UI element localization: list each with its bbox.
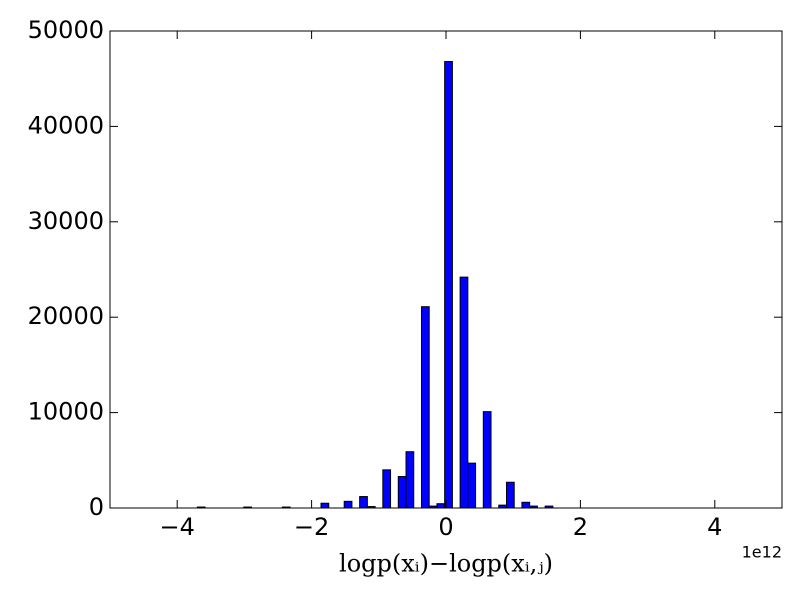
x-tick-label: 4: [707, 513, 722, 541]
bar: [320, 502, 330, 509]
y-tick-label: 10000: [28, 398, 104, 426]
y-tick-label: 30000: [28, 207, 104, 235]
y-tick-label: 0: [89, 493, 104, 521]
bar: [405, 451, 415, 509]
bar: [467, 462, 477, 509]
x-tick-label: −4: [160, 513, 195, 541]
x-tick-label: 2: [573, 513, 588, 541]
bar: [359, 496, 368, 509]
bar: [420, 306, 430, 509]
x-offset-label: 1e12: [742, 543, 782, 562]
y-tick-label: 40000: [28, 111, 104, 139]
bar: [436, 503, 446, 509]
bar: [521, 501, 531, 509]
y-tick-label: 50000: [28, 16, 104, 44]
x-tick-label: −2: [294, 513, 329, 541]
bar: [444, 61, 453, 509]
bar: [459, 276, 469, 509]
bar: [343, 500, 353, 509]
bar: [482, 411, 492, 509]
x-axis-label: logp(xᵢ)−logp(xᵢ,ⱼ): [339, 550, 553, 578]
y-tick-label: 20000: [28, 302, 104, 330]
bar: [382, 469, 392, 509]
x-tick-label: 0: [438, 513, 453, 541]
bar: [505, 481, 515, 509]
bar: [397, 476, 407, 509]
